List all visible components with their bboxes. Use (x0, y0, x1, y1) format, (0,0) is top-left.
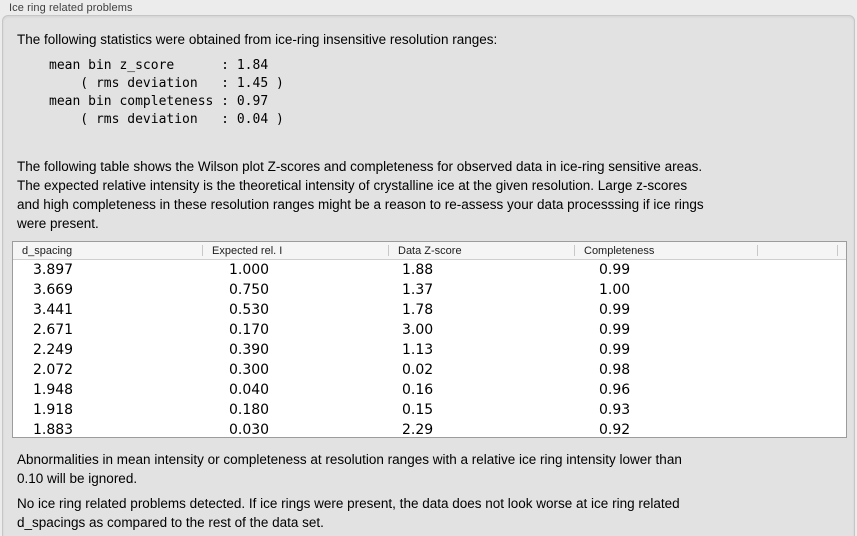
table-cell: 3.00 (402, 322, 434, 338)
table-row[interactable]: 2.072 0.300 0.02 0.98 (13, 360, 846, 380)
ice-ring-panel: The following statistics were obtained f… (2, 15, 855, 536)
column-header-blank[interactable] (758, 242, 838, 259)
table-cell: 1.13 (402, 342, 434, 358)
table-body: 3.897 1.000 1.88 0.99 3.669 0.750 1.37 1.00 3.44… (13, 260, 846, 437)
table-cell: 0.92 (599, 422, 631, 437)
table-cell: 0.040 (229, 382, 270, 398)
table-row[interactable]: 3.441 0.530 1.78 0.99 (13, 300, 846, 320)
table-cell: 1.883 (33, 422, 74, 437)
table-row[interactable]: 3.669 0.750 1.37 1.00 (13, 280, 846, 300)
table-cell: 0.02 (402, 362, 434, 378)
table-cell: 1.948 (33, 382, 74, 398)
table-cell: 0.99 (599, 262, 631, 278)
table-cell: 1.88 (402, 262, 434, 278)
table-cell: 2.671 (33, 322, 74, 338)
table-cell: 3.441 (33, 302, 74, 318)
group-box-title: Ice ring related problems (9, 2, 133, 14)
table-row[interactable]: 1.883 0.030 2.29 0.92 (13, 420, 846, 437)
column-header-expected-rel-i[interactable]: Expected rel. I (203, 242, 389, 259)
table-cell: 0.300 (229, 362, 270, 378)
column-header-data-z-score[interactable]: Data Z-score (389, 242, 575, 259)
table-header-row: d_spacing Expected rel. I Data Z-score Comp… (13, 242, 846, 260)
table-cell: 0.16 (402, 382, 434, 398)
table-row[interactable]: 2.671 0.170 3.00 0.99 (13, 320, 846, 340)
table-cell: 2.072 (33, 362, 74, 378)
table-cell: 0.170 (229, 322, 270, 338)
table-cell: 0.030 (229, 422, 270, 437)
ice-ring-table[interactable]: d_spacing Expected rel. I Data Z-score Comp… (12, 241, 847, 438)
table-cell: 0.98 (599, 362, 631, 378)
table-cell: 1.918 (33, 402, 74, 418)
table-row[interactable]: 1.918 0.180 0.15 0.93 (13, 400, 846, 420)
table-cell: 1.000 (229, 262, 270, 278)
table-cell: 2.249 (33, 342, 74, 358)
table-row[interactable]: 1.948 0.040 0.16 0.96 (13, 380, 846, 400)
table-cell: 0.99 (599, 342, 631, 358)
bin-statistics-block: mean bin z_score : 1.84 ( rms deviation … (49, 58, 284, 127)
column-header-completeness[interactable]: Completeness (575, 242, 758, 259)
abnormalities-note-text: Abnormalities in mean intensity or compl… (17, 452, 682, 486)
table-cell: 1.00 (599, 282, 631, 298)
table-row[interactable]: 3.897 1.000 1.88 0.99 (13, 260, 846, 280)
statistics-intro-text: The following statistics were obtained f… (17, 32, 498, 47)
table-cell: 3.897 (33, 262, 74, 278)
table-cell: 0.390 (229, 342, 270, 358)
table-cell: 0.93 (599, 402, 631, 418)
table-cell: 0.96 (599, 382, 631, 398)
table-cell: 1.37 (402, 282, 434, 298)
table-cell: 2.29 (402, 422, 434, 437)
table-cell: 1.78 (402, 302, 434, 318)
table-row[interactable]: 2.249 0.390 1.13 0.99 (13, 340, 846, 360)
table-cell: 0.750 (229, 282, 270, 298)
table-cell: 0.99 (599, 322, 631, 338)
table-cell: 0.180 (229, 402, 270, 418)
table-cell: 0.15 (402, 402, 434, 418)
column-header-d-spacing[interactable]: d_spacing (13, 242, 203, 259)
table-description-text: The following table shows the Wilson plo… (17, 159, 704, 231)
table-cell: 0.99 (599, 302, 631, 318)
table-cell: 0.530 (229, 302, 270, 318)
table-cell: 3.669 (33, 282, 74, 298)
conclusion-text: No ice ring related problems detected. I… (17, 496, 680, 530)
